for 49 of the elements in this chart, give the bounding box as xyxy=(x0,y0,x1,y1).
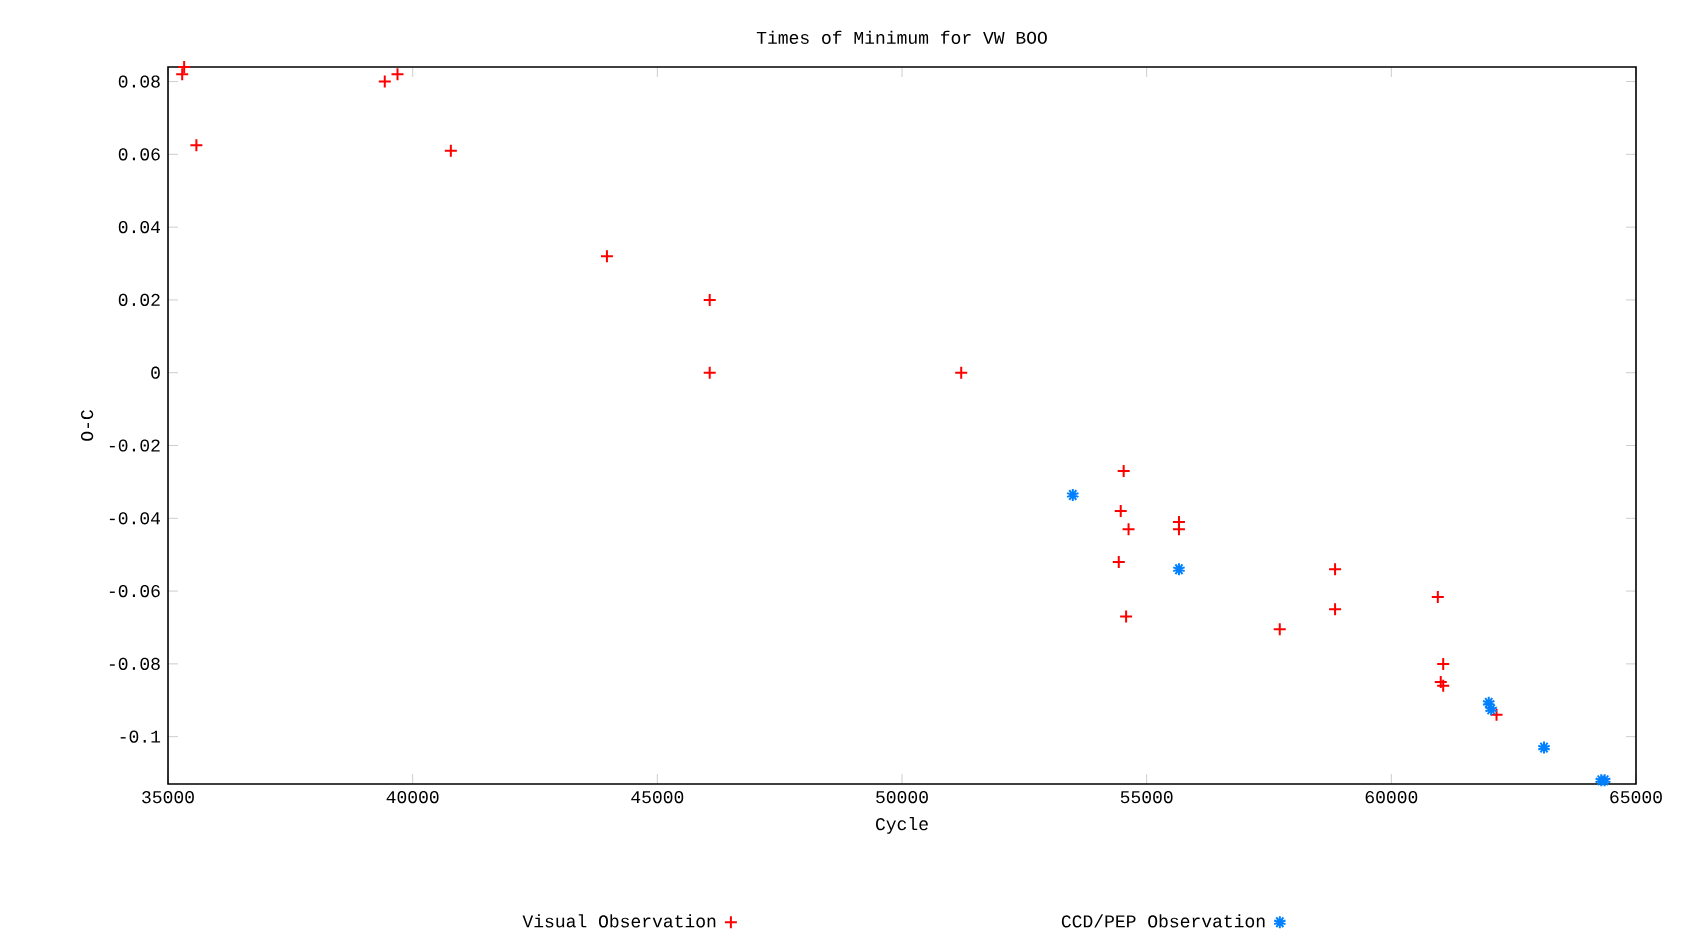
point xyxy=(443,143,458,158)
point xyxy=(1119,609,1134,624)
point xyxy=(702,365,717,380)
y-tick-label: -0.04 xyxy=(109,512,161,525)
point xyxy=(1116,463,1131,478)
y-tick-label: -0.06 xyxy=(109,584,160,598)
chart-title: Times of Minimum for VW BOO xyxy=(756,30,1047,44)
x-tick-label: 60000 xyxy=(1365,790,1418,804)
x-tick-label: 45000 xyxy=(631,790,684,804)
point xyxy=(1537,740,1551,755)
x-tick-label: 40000 xyxy=(386,790,439,804)
y-tick-label: 0.06 xyxy=(118,148,160,161)
y-tick-label: -0.08 xyxy=(109,657,160,670)
point xyxy=(1433,674,1448,689)
x-tick-label: 65000 xyxy=(1610,790,1662,804)
y-tick-label: -0.02 xyxy=(109,439,160,452)
x-tick-label: 55000 xyxy=(1120,790,1173,804)
legend-label: CCD/PEP Observation xyxy=(1061,914,1265,928)
point xyxy=(1171,522,1186,537)
point xyxy=(1430,589,1445,604)
point xyxy=(702,292,717,307)
point xyxy=(599,249,614,264)
point xyxy=(1113,503,1128,518)
point xyxy=(1121,522,1136,537)
point xyxy=(1111,554,1126,569)
y-axis-title: O-C xyxy=(80,409,94,441)
point xyxy=(954,365,969,380)
point xyxy=(1328,562,1343,577)
y-tick-label: 0.08 xyxy=(118,75,160,88)
y-tick-label: 0 xyxy=(151,366,160,379)
x-axis-title: Cycle xyxy=(876,816,928,834)
legend-label: Visual Observation xyxy=(522,914,716,928)
point xyxy=(377,74,392,89)
point xyxy=(175,67,190,82)
point xyxy=(390,67,405,82)
y-tick-label: 0.04 xyxy=(118,220,161,234)
y-tick-label: 0.02 xyxy=(118,293,160,306)
point xyxy=(1066,487,1080,502)
y-tick-label: -0.1 xyxy=(120,730,161,743)
point xyxy=(1172,562,1186,577)
x-tick-label: 50000 xyxy=(876,790,928,804)
point xyxy=(1436,656,1451,671)
point xyxy=(1436,678,1451,693)
point xyxy=(177,59,192,74)
point xyxy=(1272,622,1287,637)
point xyxy=(189,138,204,153)
x-tick-label: 35000 xyxy=(142,790,194,804)
point xyxy=(1489,707,1504,722)
point xyxy=(1328,602,1343,617)
